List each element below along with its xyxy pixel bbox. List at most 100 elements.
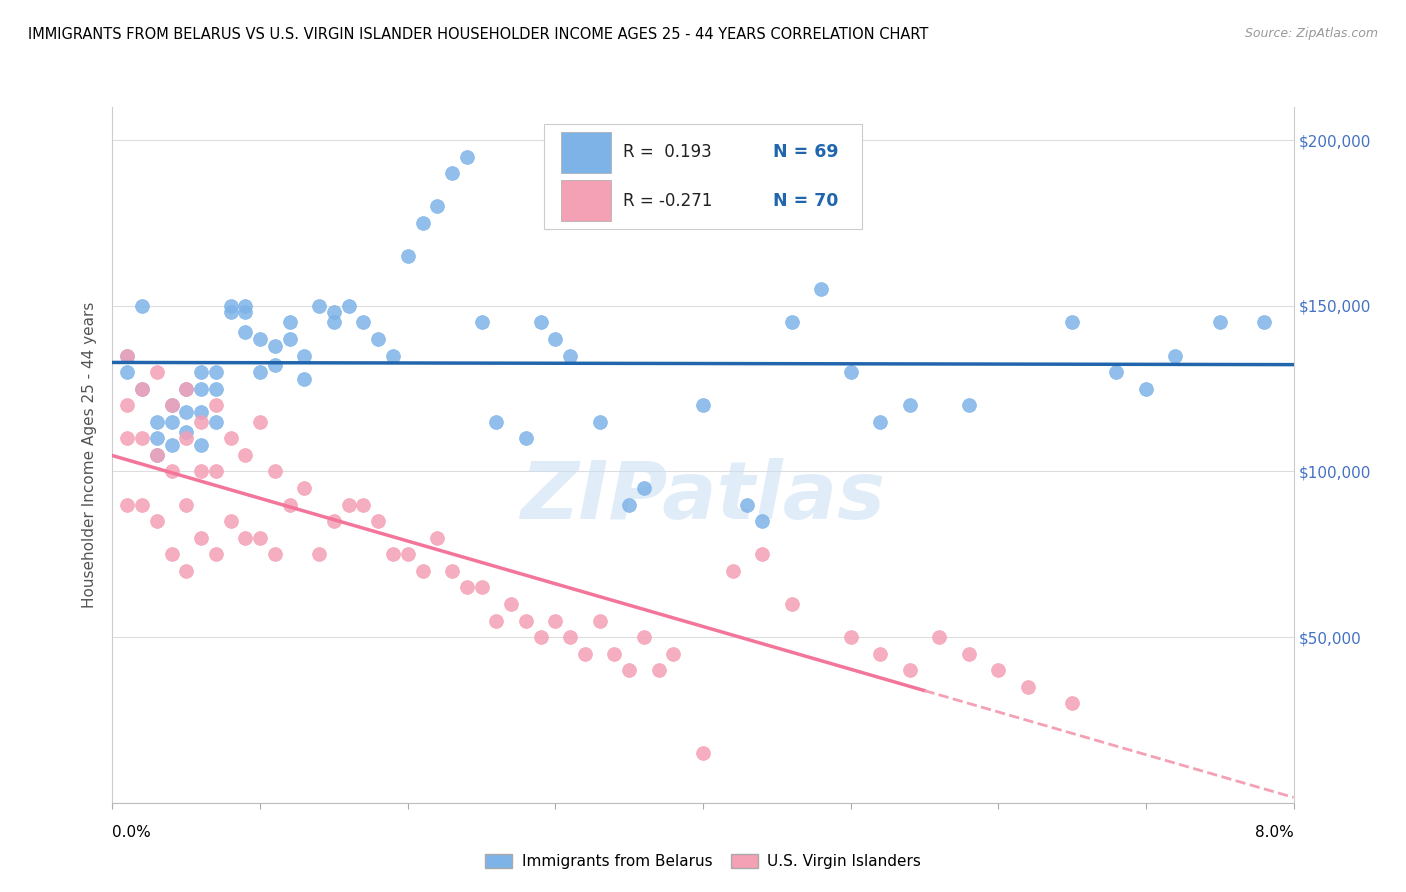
Point xyxy=(337,498,360,512)
Point xyxy=(117,349,138,363)
Point xyxy=(1253,315,1275,329)
Point xyxy=(146,448,169,462)
Point xyxy=(190,531,212,545)
Point xyxy=(337,299,360,313)
Point xyxy=(205,547,228,561)
Point xyxy=(190,405,212,419)
Point xyxy=(485,614,508,628)
Point xyxy=(426,199,449,213)
Point xyxy=(205,415,228,429)
Text: 8.0%: 8.0% xyxy=(1254,825,1294,840)
Point xyxy=(117,431,138,445)
Point xyxy=(662,647,685,661)
Point xyxy=(117,349,138,363)
Point xyxy=(146,365,169,379)
Point xyxy=(751,514,773,528)
Point xyxy=(692,746,714,760)
Text: N = 70: N = 70 xyxy=(773,192,839,210)
Point xyxy=(869,415,891,429)
Point xyxy=(603,647,626,661)
Point xyxy=(219,305,242,319)
Point xyxy=(560,630,582,644)
Point xyxy=(323,305,346,319)
Point xyxy=(544,614,567,628)
Y-axis label: Householder Income Ages 25 - 44 years: Householder Income Ages 25 - 44 years xyxy=(82,301,97,608)
Point xyxy=(146,415,169,429)
Point xyxy=(205,398,228,412)
Point xyxy=(174,564,197,578)
Point xyxy=(174,382,197,396)
Point xyxy=(160,415,183,429)
Point xyxy=(588,415,610,429)
Point xyxy=(898,663,921,677)
Point xyxy=(957,398,980,412)
Text: N = 69: N = 69 xyxy=(773,144,839,161)
Point xyxy=(647,663,671,677)
Point xyxy=(692,398,714,412)
Point xyxy=(396,547,419,561)
Point xyxy=(160,398,183,412)
Point xyxy=(501,597,523,611)
Point xyxy=(588,614,610,628)
Point xyxy=(174,405,197,419)
FancyBboxPatch shape xyxy=(561,180,610,221)
Point xyxy=(529,315,551,329)
Point xyxy=(308,299,330,313)
Point xyxy=(190,438,212,452)
Point xyxy=(249,365,271,379)
Point xyxy=(737,498,759,512)
Point xyxy=(544,332,567,346)
Point xyxy=(219,431,242,445)
Point xyxy=(426,531,449,545)
Point xyxy=(515,431,537,445)
Point xyxy=(619,498,641,512)
Point xyxy=(131,498,153,512)
Point xyxy=(839,630,862,644)
Point xyxy=(278,498,301,512)
Point xyxy=(1105,365,1128,379)
Text: R =  0.193: R = 0.193 xyxy=(623,144,711,161)
Legend: Immigrants from Belarus, U.S. Virgin Islanders: Immigrants from Belarus, U.S. Virgin Isl… xyxy=(479,848,927,875)
Point xyxy=(456,150,478,164)
Point xyxy=(219,514,242,528)
Point xyxy=(412,216,434,230)
Point xyxy=(131,431,153,445)
Point xyxy=(233,305,256,319)
Point xyxy=(619,663,641,677)
Text: ZIPatlas: ZIPatlas xyxy=(520,458,886,536)
Point xyxy=(160,465,183,479)
Point xyxy=(190,415,212,429)
Point xyxy=(249,531,271,545)
Point xyxy=(190,365,212,379)
Point xyxy=(382,349,405,363)
Text: R = -0.271: R = -0.271 xyxy=(623,192,711,210)
Point xyxy=(471,581,494,595)
Point xyxy=(529,630,551,644)
Point xyxy=(1062,697,1084,711)
Point xyxy=(278,315,301,329)
Point xyxy=(633,630,655,644)
Point xyxy=(233,448,256,462)
Point xyxy=(264,359,287,373)
FancyBboxPatch shape xyxy=(561,132,610,173)
Point xyxy=(278,332,301,346)
Point xyxy=(412,564,434,578)
Point xyxy=(190,465,212,479)
Point xyxy=(264,465,287,479)
Text: Source: ZipAtlas.com: Source: ZipAtlas.com xyxy=(1244,27,1378,40)
Point xyxy=(367,514,389,528)
Point xyxy=(560,349,582,363)
Point xyxy=(117,498,138,512)
Point xyxy=(190,382,212,396)
Point xyxy=(323,514,346,528)
Point xyxy=(574,647,596,661)
Point xyxy=(160,398,183,412)
Point xyxy=(131,299,153,313)
Point xyxy=(515,614,537,628)
Point xyxy=(249,415,271,429)
Point xyxy=(174,382,197,396)
Point xyxy=(441,166,464,180)
Text: 0.0%: 0.0% xyxy=(112,825,152,840)
Point xyxy=(839,365,862,379)
Point xyxy=(219,299,242,313)
